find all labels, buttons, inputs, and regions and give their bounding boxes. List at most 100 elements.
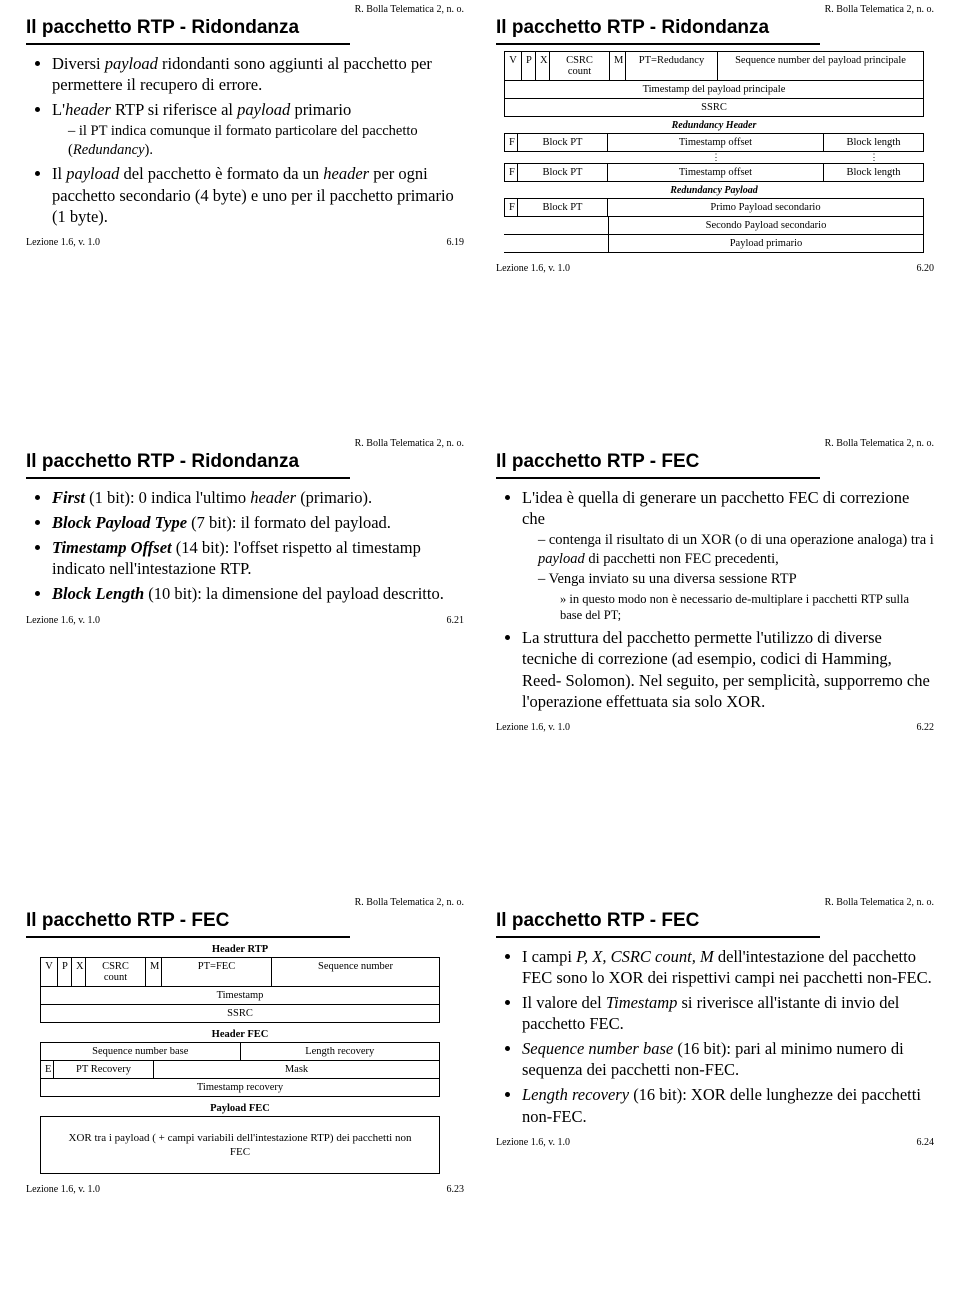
bullet: L'header RTP si riferisce al payload pri… bbox=[52, 99, 464, 159]
field-snb: Sequence number base bbox=[40, 1043, 241, 1060]
field-mask: Mask bbox=[154, 1061, 440, 1078]
slide-24: R. Bolla Telematica 2, n. o. Il pacchett… bbox=[490, 897, 940, 1200]
slide-title: Il pacchetto RTP - FEC bbox=[496, 910, 820, 938]
slide-footer: Lezione 1.6, v. 1.0 6.23 bbox=[26, 1184, 464, 1195]
bullet: Timestamp Offset (14 bit): l'offset risp… bbox=[52, 537, 464, 579]
field-blockpt: Block PT bbox=[518, 134, 608, 151]
slide-footer: Lezione 1.6, v. 1.0 6.20 bbox=[496, 263, 934, 274]
slide-footer: Lezione 1.6, v. 1.0 6.21 bbox=[26, 615, 464, 626]
field-v: V bbox=[40, 958, 58, 986]
field-m: M bbox=[610, 52, 626, 80]
bullet: Length recovery (16 bit): XOR delle lung… bbox=[522, 1084, 934, 1126]
subsub-list: in questo modo non è necessario de-multi… bbox=[538, 591, 934, 624]
field-ts: Timestamp del payload principale bbox=[504, 81, 924, 99]
field-ssrc: SSRC bbox=[40, 1005, 440, 1023]
slide-title: Il pacchetto RTP - Ridondanza bbox=[496, 17, 820, 45]
bullet: Sequence number base (16 bit): pari al m… bbox=[522, 1038, 934, 1080]
footer-left: Lezione 1.6, v. 1.0 bbox=[496, 1137, 570, 1148]
footer-page: 6.24 bbox=[917, 1137, 935, 1148]
footer-page: 6.19 bbox=[447, 237, 465, 248]
course-label: R. Bolla Telematica 2, n. o. bbox=[26, 4, 464, 15]
bullet: First (1 bit): 0 indica l'ultimo header … bbox=[52, 487, 464, 508]
field-e: E bbox=[40, 1061, 54, 1078]
slide-footer: Lezione 1.6, v. 1.0 6.24 bbox=[496, 1137, 934, 1148]
field-v: V bbox=[504, 52, 522, 80]
field-blocklen: Block length bbox=[824, 134, 924, 151]
field-blocklen: Block length bbox=[824, 164, 924, 181]
footer-left: Lezione 1.6, v. 1.0 bbox=[26, 237, 100, 248]
bullet: Il payload del pacchetto è formato da un… bbox=[52, 163, 464, 226]
sub-list: contenga il risultato di un XOR (o di un… bbox=[522, 531, 934, 623]
sub-bullet: il PT indica comunque il formato partico… bbox=[68, 122, 464, 159]
field-lr: Length recovery bbox=[241, 1043, 441, 1060]
field-tsr: Timestamp recovery bbox=[40, 1079, 440, 1097]
field-f: F bbox=[504, 199, 518, 216]
sub-bullet: Venga inviato su una diversa sessione RT… bbox=[538, 570, 934, 623]
field-blockpt: Block PT bbox=[518, 164, 608, 181]
bullet-list: L'idea è quella di generare un pacchetto… bbox=[496, 487, 934, 712]
packet-diagram-fec: Header RTP V P X CSRC count M PT=FEC Seq… bbox=[40, 944, 440, 1175]
sub-list: il PT indica comunque il formato partico… bbox=[52, 122, 464, 159]
bullet: Diversi payload ridondanti sono aggiunti… bbox=[52, 53, 464, 95]
payload-fec-label: Payload FEC bbox=[40, 1103, 440, 1114]
slide-19: R. Bolla Telematica 2, n. o. Il pacchett… bbox=[20, 4, 470, 278]
subsub-bullet: in questo modo non è necessario de-multi… bbox=[560, 591, 934, 624]
bullet: Il valore del Timestamp si riverisce all… bbox=[522, 992, 934, 1034]
header-fec-label: Header FEC bbox=[40, 1029, 440, 1040]
slide-20: R. Bolla Telematica 2, n. o. Il pacchett… bbox=[490, 4, 940, 278]
xor-box: XOR tra i payload ( + campi variabili de… bbox=[40, 1116, 440, 1175]
field-ts: Timestamp bbox=[40, 987, 440, 1005]
payload-primario: Payload primario bbox=[608, 235, 924, 252]
field-p: P bbox=[58, 958, 72, 986]
packet-diagram-redundancy: V P X CSRC count M PT=Redudancy Sequence… bbox=[504, 51, 924, 253]
slide-footer: Lezione 1.6, v. 1.0 6.19 bbox=[26, 237, 464, 248]
slide-title: Il pacchetto RTP - FEC bbox=[496, 451, 820, 479]
redundancy-header-label: Redundancy Header bbox=[504, 117, 924, 133]
slide-footer: Lezione 1.6, v. 1.0 6.22 bbox=[496, 722, 934, 733]
field-f: F bbox=[504, 134, 518, 151]
bullet-list: I campi P, X, CSRC count, M dell'intesta… bbox=[496, 946, 934, 1127]
payload-primo: Primo Payload secondario bbox=[608, 199, 924, 216]
footer-left: Lezione 1.6, v. 1.0 bbox=[26, 1184, 100, 1195]
footer-left: Lezione 1.6, v. 1.0 bbox=[496, 263, 570, 274]
field-ptr: PT Recovery bbox=[54, 1061, 154, 1078]
field-x: X bbox=[72, 958, 86, 986]
bullet: Block Length (10 bit): la dimensione del… bbox=[52, 583, 464, 604]
field-tsoff: Timestamp offset bbox=[608, 164, 824, 181]
slide-21: R. Bolla Telematica 2, n. o. Il pacchett… bbox=[20, 438, 470, 737]
header-rtp-label: Header RTP bbox=[40, 944, 440, 955]
footer-page: 6.23 bbox=[447, 1184, 465, 1195]
course-label: R. Bolla Telematica 2, n. o. bbox=[496, 438, 934, 449]
field-csrc: CSRC count bbox=[86, 958, 146, 986]
footer-page: 6.22 bbox=[917, 722, 935, 733]
bullet: Block Payload Type (7 bit): il formato d… bbox=[52, 512, 464, 533]
field-pt: PT=Redudancy bbox=[626, 52, 718, 80]
slide-title: Il pacchetto RTP - Ridondanza bbox=[26, 17, 350, 45]
bullet-list: Diversi payload ridondanti sono aggiunti… bbox=[26, 53, 464, 227]
page-grid: R. Bolla Telematica 2, n. o. Il pacchett… bbox=[0, 0, 960, 1209]
bullet-list: First (1 bit): 0 indica l'ultimo header … bbox=[26, 487, 464, 605]
course-label: R. Bolla Telematica 2, n. o. bbox=[26, 438, 464, 449]
bullet: I campi P, X, CSRC count, M dell'intesta… bbox=[522, 946, 934, 988]
field-x: X bbox=[536, 52, 550, 80]
field-csrc: CSRC count bbox=[550, 52, 610, 80]
footer-left: Lezione 1.6, v. 1.0 bbox=[26, 615, 100, 626]
slide-23: R. Bolla Telematica 2, n. o. Il pacchett… bbox=[20, 897, 470, 1200]
course-label: R. Bolla Telematica 2, n. o. bbox=[496, 4, 934, 15]
footer-left: Lezione 1.6, v. 1.0 bbox=[496, 722, 570, 733]
sub-bullet: contenga il risultato di un XOR (o di un… bbox=[538, 531, 934, 568]
slide-title: Il pacchetto RTP - Ridondanza bbox=[26, 451, 350, 479]
footer-page: 6.21 bbox=[447, 615, 465, 626]
bullet: La struttura del pacchetto permette l'ut… bbox=[522, 627, 934, 711]
course-label: R. Bolla Telematica 2, n. o. bbox=[26, 897, 464, 908]
course-label: R. Bolla Telematica 2, n. o. bbox=[496, 897, 934, 908]
field-p: P bbox=[522, 52, 536, 80]
slide-title: Il pacchetto RTP - FEC bbox=[26, 910, 350, 938]
redundancy-payload-label: Redundancy Payload bbox=[504, 181, 924, 198]
bullet: L'idea è quella di generare un pacchetto… bbox=[522, 487, 934, 623]
footer-page: 6.20 bbox=[917, 263, 935, 274]
field-pt: PT=FEC bbox=[162, 958, 272, 986]
field-tsoff: Timestamp offset bbox=[608, 134, 824, 151]
field-seq: Sequence number del payload principale bbox=[718, 52, 924, 80]
field-ssrc: SSRC bbox=[504, 99, 924, 117]
